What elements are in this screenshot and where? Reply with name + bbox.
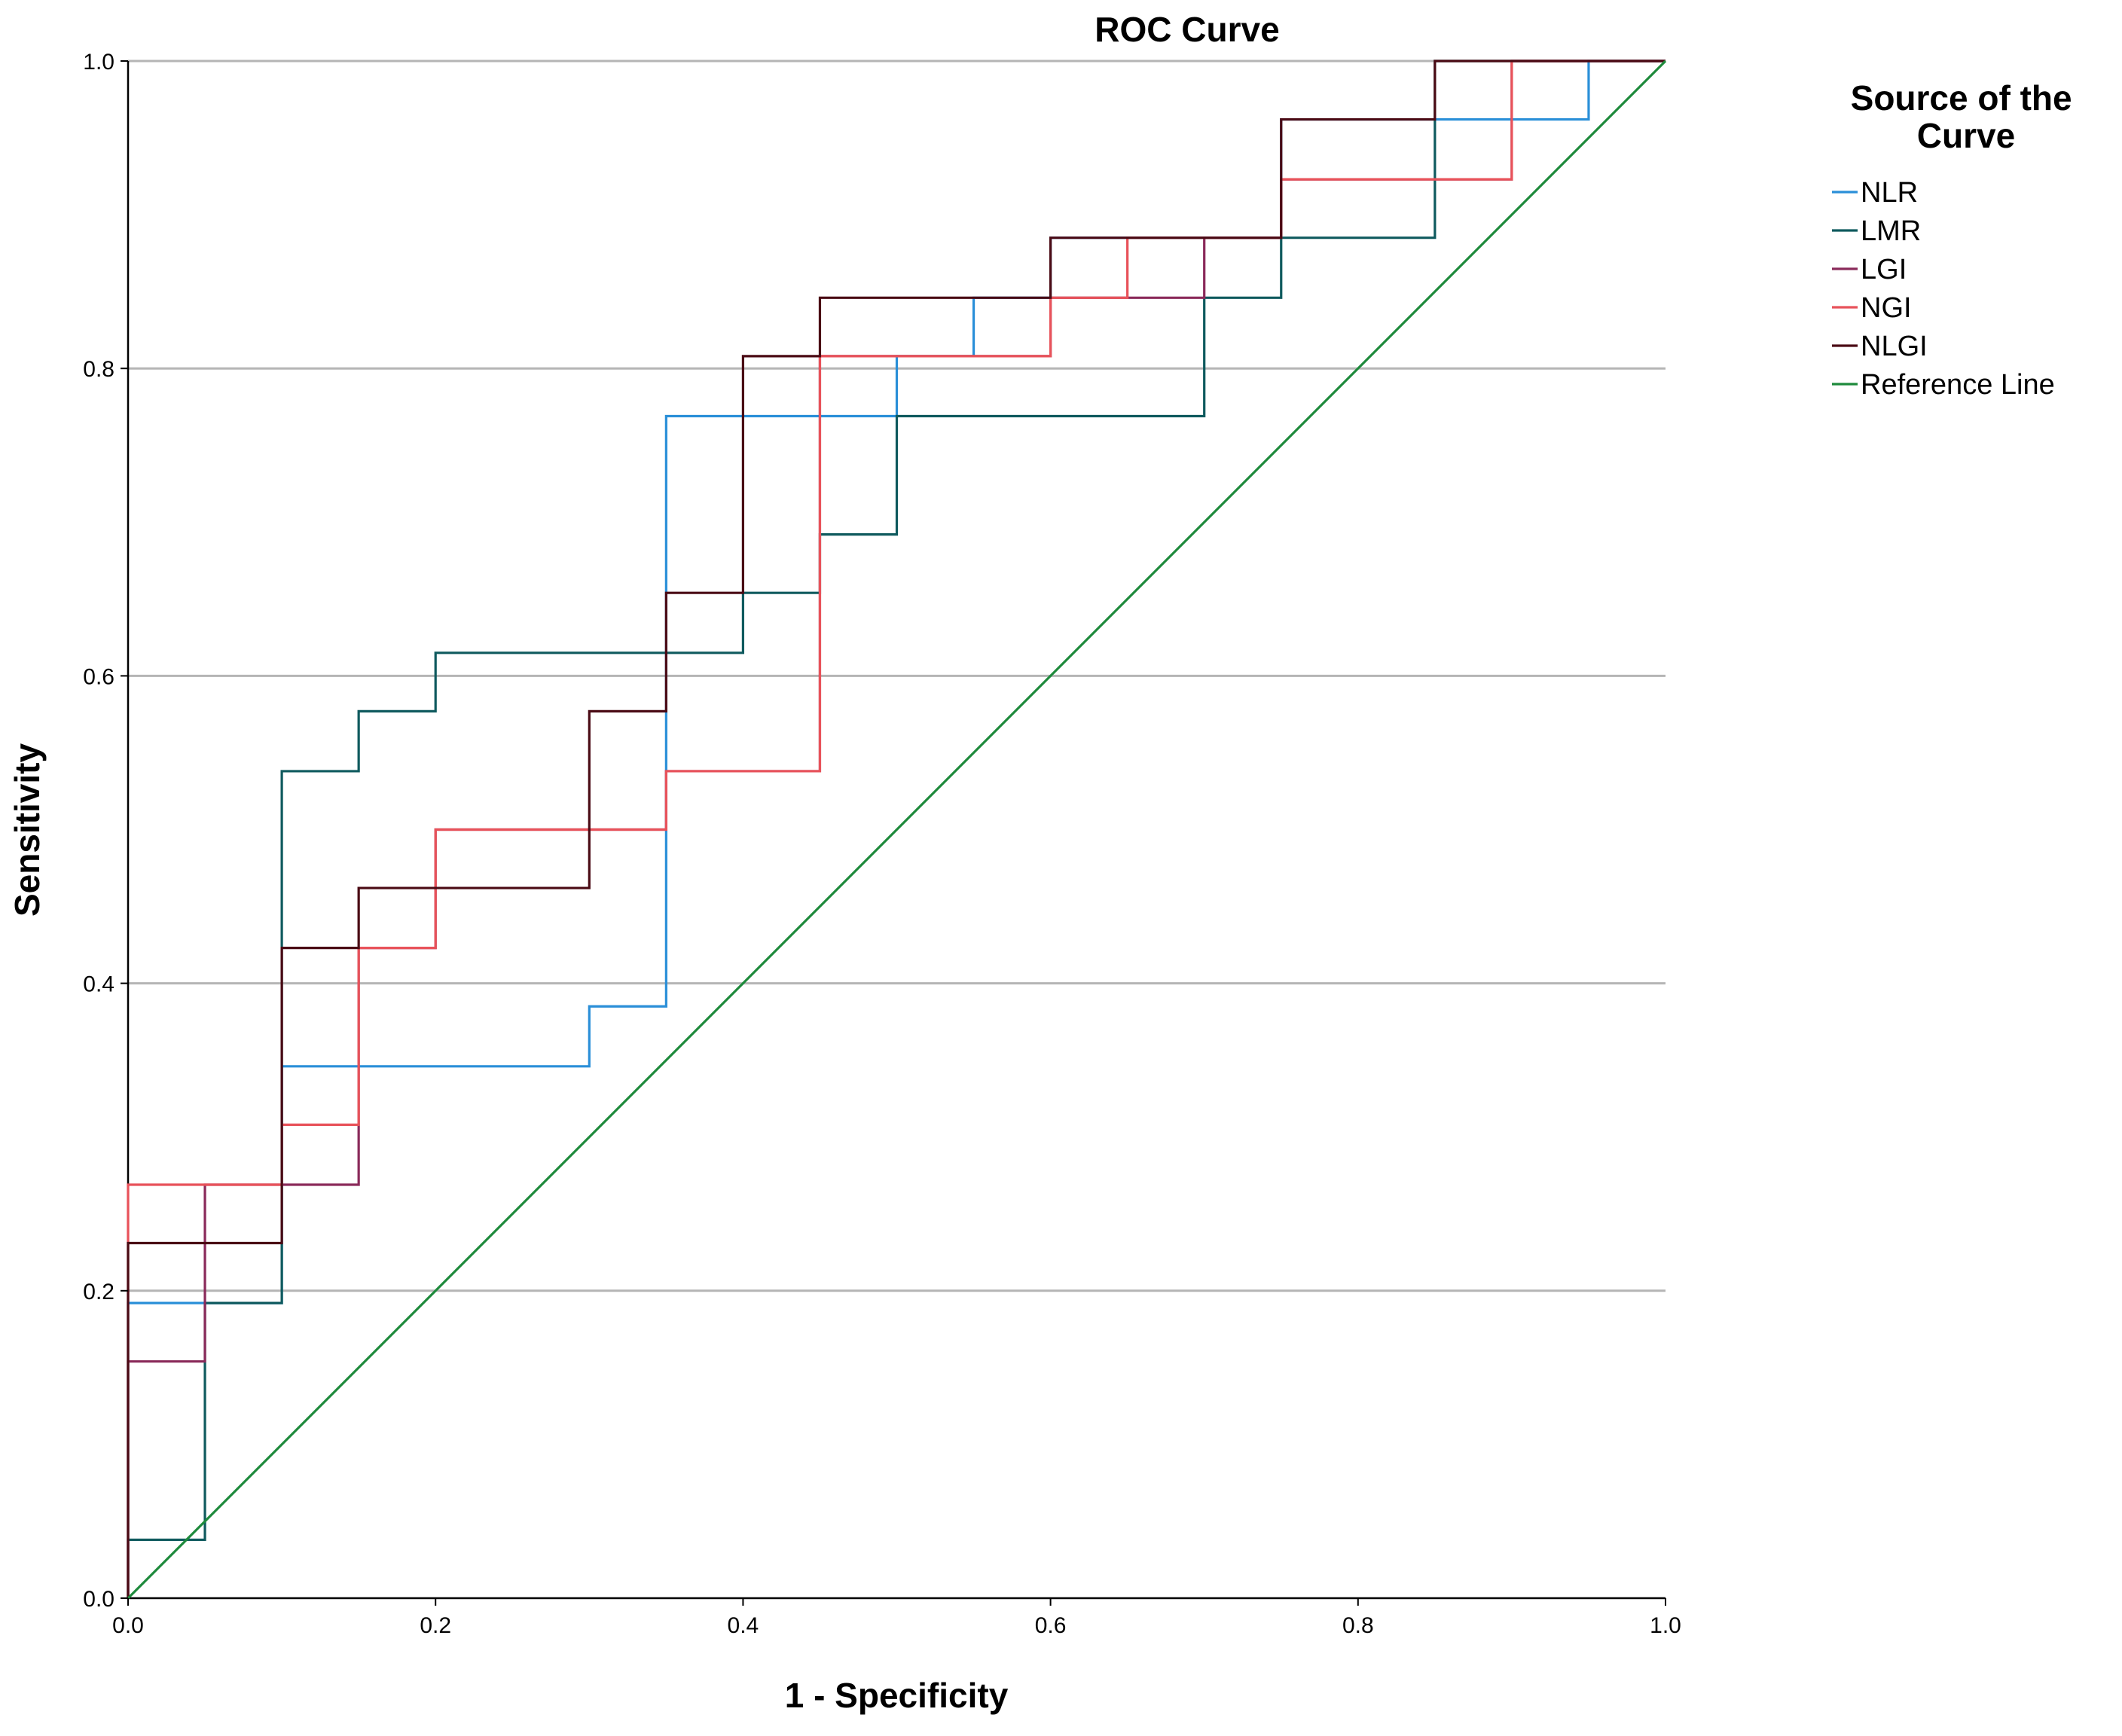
y-tick-label-5: 1.0 (83, 50, 114, 75)
y-tick-label-3: 0.6 (83, 664, 114, 689)
legend-label-nlgi: NLGI (1861, 331, 1928, 362)
legend-title: Source of the Curve (1851, 78, 2082, 155)
x-tick-label-3: 0.6 (1035, 1613, 1067, 1638)
x-tick-label-2: 0.4 (728, 1613, 759, 1638)
x-tick-label-4: 0.8 (1342, 1613, 1374, 1638)
legend-label-nlr: NLR (1861, 177, 1918, 209)
x-tick-label-0: 0.0 (112, 1613, 144, 1638)
series-line-reference-line (127, 59, 1667, 1600)
series-lines (127, 59, 1667, 1600)
legend-label-ngi: NGI (1861, 292, 1912, 324)
x-tick-label-5: 1.0 (1650, 1613, 1681, 1638)
grid-lines (128, 59, 1666, 1292)
y-tick-label-0: 0.0 (83, 1587, 114, 1612)
legend-title-line-1: Source of the (1851, 78, 2072, 117)
y-tick-label-2: 0.4 (83, 972, 114, 997)
legend: Source of the Curve NLR LMR LGI NGI NLGI Refe… (1832, 78, 2082, 401)
y-axis-label: Sensitivity (8, 743, 47, 917)
legend-items: NLR LMR LGI NGI NLGI Reference Line (1832, 177, 2055, 401)
tick-labels: 0.0 0.2 0.4 0.6 0.8 1.0 0.0 0.2 0.4 0.6 0.8 1.0 (83, 50, 1681, 1638)
x-tick-label-1: 0.2 (420, 1613, 451, 1638)
y-tick-label-4: 0.8 (83, 357, 114, 382)
legend-title-line-2: Curve (1917, 116, 2015, 155)
x-axis-label: 1 - Specificity (785, 1676, 1009, 1715)
legend-label-lmr: LMR (1861, 215, 1921, 247)
legend-label-reference-line: Reference Line (1861, 369, 2055, 401)
chart-title: ROC Curve (1095, 10, 1279, 49)
legend-label-lgi: LGI (1861, 254, 1907, 285)
series-line-nlgi (127, 59, 1666, 1598)
y-tick-label-1: 0.2 (83, 1280, 114, 1304)
